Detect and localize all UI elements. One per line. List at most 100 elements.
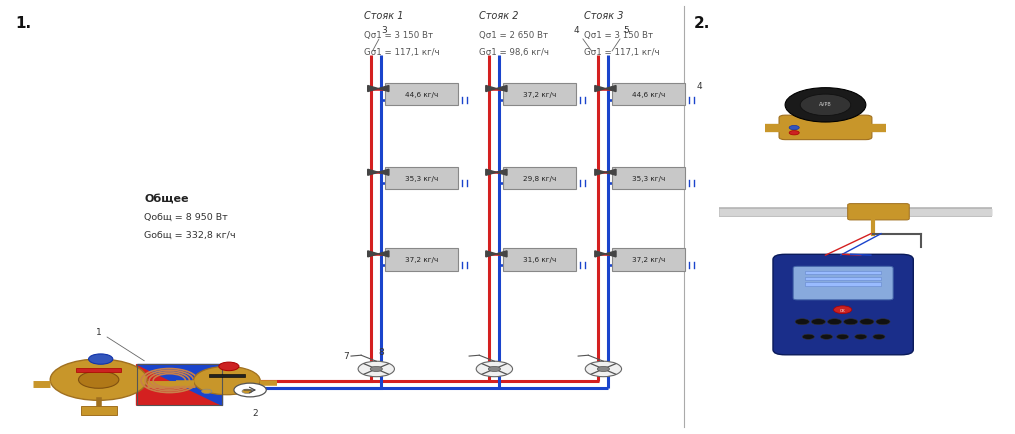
- Circle shape: [800, 95, 851, 116]
- Text: AVPB: AVPB: [819, 102, 832, 107]
- Circle shape: [88, 354, 113, 365]
- Text: Gσ1 = 117,1 кг/ч: Gσ1 = 117,1 кг/ч: [585, 48, 660, 57]
- Text: 4: 4: [573, 26, 592, 52]
- Text: Gσ1 = 117,1 кг/ч: Gσ1 = 117,1 кг/ч: [364, 48, 439, 57]
- Text: Gσ1 = 98,6 кг/ч: Gσ1 = 98,6 кг/ч: [479, 48, 549, 57]
- Circle shape: [789, 126, 799, 131]
- Circle shape: [802, 335, 814, 339]
- Bar: [612, 84, 685, 106]
- Bar: [503, 167, 577, 190]
- Text: Общее: Общее: [144, 194, 189, 204]
- Circle shape: [488, 367, 500, 372]
- Circle shape: [785, 89, 866, 123]
- Text: Стояк 2: Стояк 2: [479, 11, 519, 21]
- Circle shape: [795, 319, 809, 325]
- Circle shape: [789, 132, 799, 135]
- Text: 1: 1: [96, 328, 144, 361]
- Bar: [386, 84, 458, 106]
- Polygon shape: [379, 251, 389, 257]
- Text: 31,6 кг/ч: 31,6 кг/ч: [523, 257, 556, 263]
- Text: Qσ1 = 3 150 Вт: Qσ1 = 3 150 Вт: [364, 31, 433, 39]
- Polygon shape: [496, 170, 508, 176]
- FancyBboxPatch shape: [848, 204, 909, 220]
- Polygon shape: [379, 86, 389, 92]
- Text: 1.: 1.: [15, 16, 31, 30]
- Polygon shape: [605, 86, 616, 92]
- Bar: [805, 271, 881, 275]
- Text: 29,8 кг/ч: 29,8 кг/ч: [523, 175, 556, 181]
- Polygon shape: [595, 251, 605, 257]
- Text: 37,2 кг/ч: 37,2 кг/ч: [405, 257, 438, 263]
- Bar: [503, 84, 577, 106]
- Circle shape: [233, 383, 266, 397]
- Circle shape: [833, 306, 852, 314]
- Polygon shape: [137, 365, 222, 405]
- Text: 4: 4: [696, 82, 702, 90]
- Circle shape: [370, 367, 383, 372]
- Polygon shape: [137, 365, 222, 405]
- Text: 8: 8: [379, 347, 385, 356]
- Text: Qобщ = 8 950 Вт: Qобщ = 8 950 Вт: [144, 213, 227, 222]
- Circle shape: [860, 319, 874, 325]
- Polygon shape: [595, 86, 605, 92]
- Text: Стояк 1: Стояк 1: [364, 11, 404, 21]
- Circle shape: [194, 367, 260, 395]
- Bar: [805, 277, 881, 280]
- Bar: [76, 368, 121, 372]
- Circle shape: [242, 389, 252, 394]
- Text: OK: OK: [839, 308, 845, 312]
- Circle shape: [811, 319, 825, 325]
- Circle shape: [855, 335, 867, 339]
- Bar: [80, 406, 117, 415]
- Circle shape: [78, 371, 119, 388]
- Polygon shape: [486, 251, 496, 257]
- Text: 44,6 кг/ч: 44,6 кг/ч: [405, 92, 438, 98]
- Polygon shape: [367, 251, 379, 257]
- Text: Qσ1 = 2 650 Вт: Qσ1 = 2 650 Вт: [479, 31, 548, 39]
- Circle shape: [358, 362, 395, 377]
- Bar: [612, 249, 685, 271]
- Circle shape: [50, 359, 147, 401]
- Bar: [137, 365, 222, 405]
- Text: Gобщ = 332,8 кг/ч: Gобщ = 332,8 кг/ч: [144, 231, 235, 240]
- Circle shape: [827, 319, 841, 325]
- FancyBboxPatch shape: [793, 267, 893, 300]
- Polygon shape: [605, 251, 616, 257]
- Bar: [386, 167, 458, 190]
- Bar: [209, 374, 245, 377]
- Text: Стояк 3: Стояк 3: [585, 11, 624, 21]
- Circle shape: [476, 362, 513, 377]
- Polygon shape: [496, 251, 508, 257]
- Circle shape: [219, 362, 239, 371]
- Circle shape: [202, 389, 212, 394]
- Circle shape: [586, 362, 621, 377]
- Circle shape: [598, 367, 609, 372]
- Text: 2.: 2.: [694, 16, 710, 30]
- Text: 5: 5: [612, 26, 629, 52]
- Polygon shape: [486, 170, 496, 176]
- Polygon shape: [367, 86, 379, 92]
- Text: 2: 2: [253, 408, 258, 417]
- Polygon shape: [379, 170, 389, 176]
- Circle shape: [820, 335, 832, 339]
- Bar: [805, 283, 881, 286]
- Polygon shape: [367, 170, 379, 176]
- FancyBboxPatch shape: [773, 255, 914, 355]
- Bar: [612, 167, 685, 190]
- Circle shape: [873, 335, 885, 339]
- Text: 35,3 кг/ч: 35,3 кг/ч: [405, 175, 438, 181]
- Text: 37,2 кг/ч: 37,2 кг/ч: [523, 92, 556, 98]
- Polygon shape: [595, 170, 605, 176]
- Text: 7: 7: [343, 352, 349, 361]
- Text: 37,2 кг/ч: 37,2 кг/ч: [632, 257, 666, 263]
- Bar: [503, 249, 577, 271]
- Text: 3: 3: [373, 26, 387, 52]
- Circle shape: [836, 335, 849, 339]
- Bar: [386, 249, 458, 271]
- Polygon shape: [496, 86, 508, 92]
- Text: 35,3 кг/ч: 35,3 кг/ч: [632, 175, 666, 181]
- Text: Qσ1 = 3 150 Вт: Qσ1 = 3 150 Вт: [585, 31, 654, 39]
- Polygon shape: [605, 170, 616, 176]
- Circle shape: [843, 319, 858, 325]
- Circle shape: [876, 319, 890, 325]
